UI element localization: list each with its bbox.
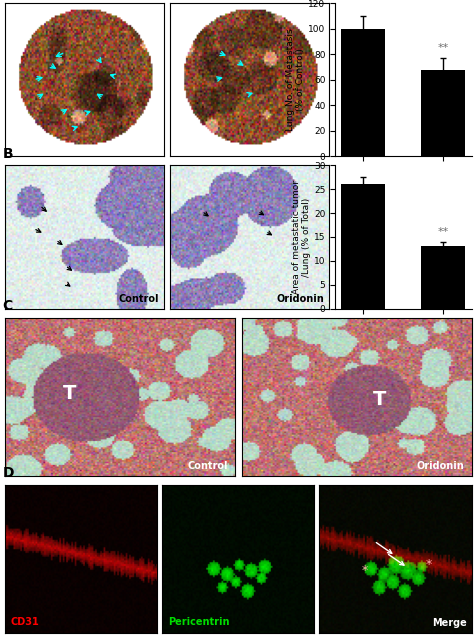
Y-axis label: Area of metastatic tumor
/Lung (% of Total): Area of metastatic tumor /Lung (% of Tot… bbox=[292, 180, 311, 294]
Bar bbox=[341, 29, 385, 156]
Text: T: T bbox=[373, 391, 386, 409]
Text: C: C bbox=[2, 299, 13, 313]
Text: Merge: Merge bbox=[432, 618, 467, 628]
Text: Oridonin: Oridonin bbox=[277, 142, 324, 152]
Text: T: T bbox=[63, 384, 76, 403]
Y-axis label: Lung No. of Metastasis
(% of Control): Lung No. of Metastasis (% of Control) bbox=[286, 29, 305, 131]
Bar bbox=[341, 184, 385, 308]
Text: Oridonin: Oridonin bbox=[417, 461, 465, 471]
Text: Pericentrin: Pericentrin bbox=[168, 617, 229, 627]
Text: **: ** bbox=[438, 227, 449, 237]
Text: CD31: CD31 bbox=[11, 617, 40, 627]
Text: *: * bbox=[426, 558, 432, 571]
Text: **: ** bbox=[438, 43, 449, 53]
Text: Control: Control bbox=[118, 294, 159, 304]
Bar bbox=[421, 69, 465, 156]
Text: D: D bbox=[3, 466, 15, 480]
Text: Control: Control bbox=[118, 142, 159, 152]
Text: Control: Control bbox=[187, 461, 228, 471]
Bar bbox=[421, 247, 465, 308]
Text: B: B bbox=[3, 147, 14, 161]
Text: Oridonin: Oridonin bbox=[277, 294, 324, 304]
Text: *: * bbox=[362, 564, 368, 577]
